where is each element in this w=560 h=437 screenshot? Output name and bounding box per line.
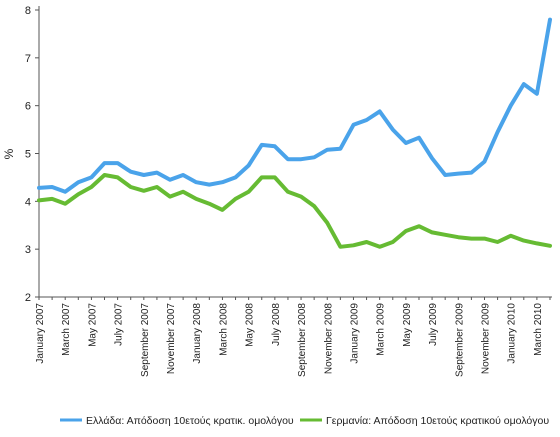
legend: Ελλάδα: Απόδοση 10ετούς κρατικ. ομολόγου… xyxy=(60,415,549,427)
y-tick-label: 8 xyxy=(25,5,31,17)
y-tick-label: 5 xyxy=(25,149,31,161)
y-tick-label: 4 xyxy=(25,196,31,208)
x-tick-label: January 2008 xyxy=(192,303,203,364)
x-tick-label: May 2008 xyxy=(245,303,256,347)
x-tick-label: January 2009 xyxy=(349,303,360,364)
x-axis-ticks: January 2007 March 2007 May 2007 July 2007 S… xyxy=(35,297,551,377)
x-tick-label: March 2008 xyxy=(218,303,229,356)
y-tick-label: 6 xyxy=(25,101,31,113)
x-tick-label: November 2007 xyxy=(166,303,177,375)
y-tick-label: 7 xyxy=(25,53,31,65)
chart-axes xyxy=(38,6,552,298)
series-lines xyxy=(37,17,552,249)
x-tick-label: March 2010 xyxy=(533,303,544,356)
y-axis-label: % xyxy=(2,148,16,159)
legend-label-1: Ελλάδα: Απόδοση 10ετούς κρατικ. ομολόγου xyxy=(86,415,294,427)
x-tick-label: July 2008 xyxy=(271,303,282,346)
y-tick-label: 2 xyxy=(25,292,31,304)
y-axis-ticks: 2 3 4 5 6 7 8 xyxy=(25,5,39,304)
series-line-2 xyxy=(37,173,552,249)
x-tick-label: November 2008 xyxy=(323,303,334,375)
x-tick-label: July 2009 xyxy=(428,303,439,346)
x-tick-label: September 2008 xyxy=(297,303,308,377)
y-tick-label: 3 xyxy=(25,244,31,256)
x-tick-label: March 2007 xyxy=(61,303,72,356)
x-tick-label: November 2009 xyxy=(480,303,491,375)
x-tick-label: January 2007 xyxy=(35,303,46,364)
x-tick-label: March 2009 xyxy=(376,303,387,356)
x-tick-label: May 2007 xyxy=(87,303,98,347)
legend-label-2: Γερμανία: Απόδοση 10ετούς κρατικού ομολό… xyxy=(326,415,549,427)
x-tick-label: September 2007 xyxy=(140,303,151,377)
x-tick-label: July 2007 xyxy=(114,303,125,346)
x-tick-label: January 2010 xyxy=(507,303,518,364)
series-line-1 xyxy=(37,17,552,194)
x-tick-label: May 2009 xyxy=(402,303,413,347)
x-tick-label: September 2009 xyxy=(454,303,465,377)
